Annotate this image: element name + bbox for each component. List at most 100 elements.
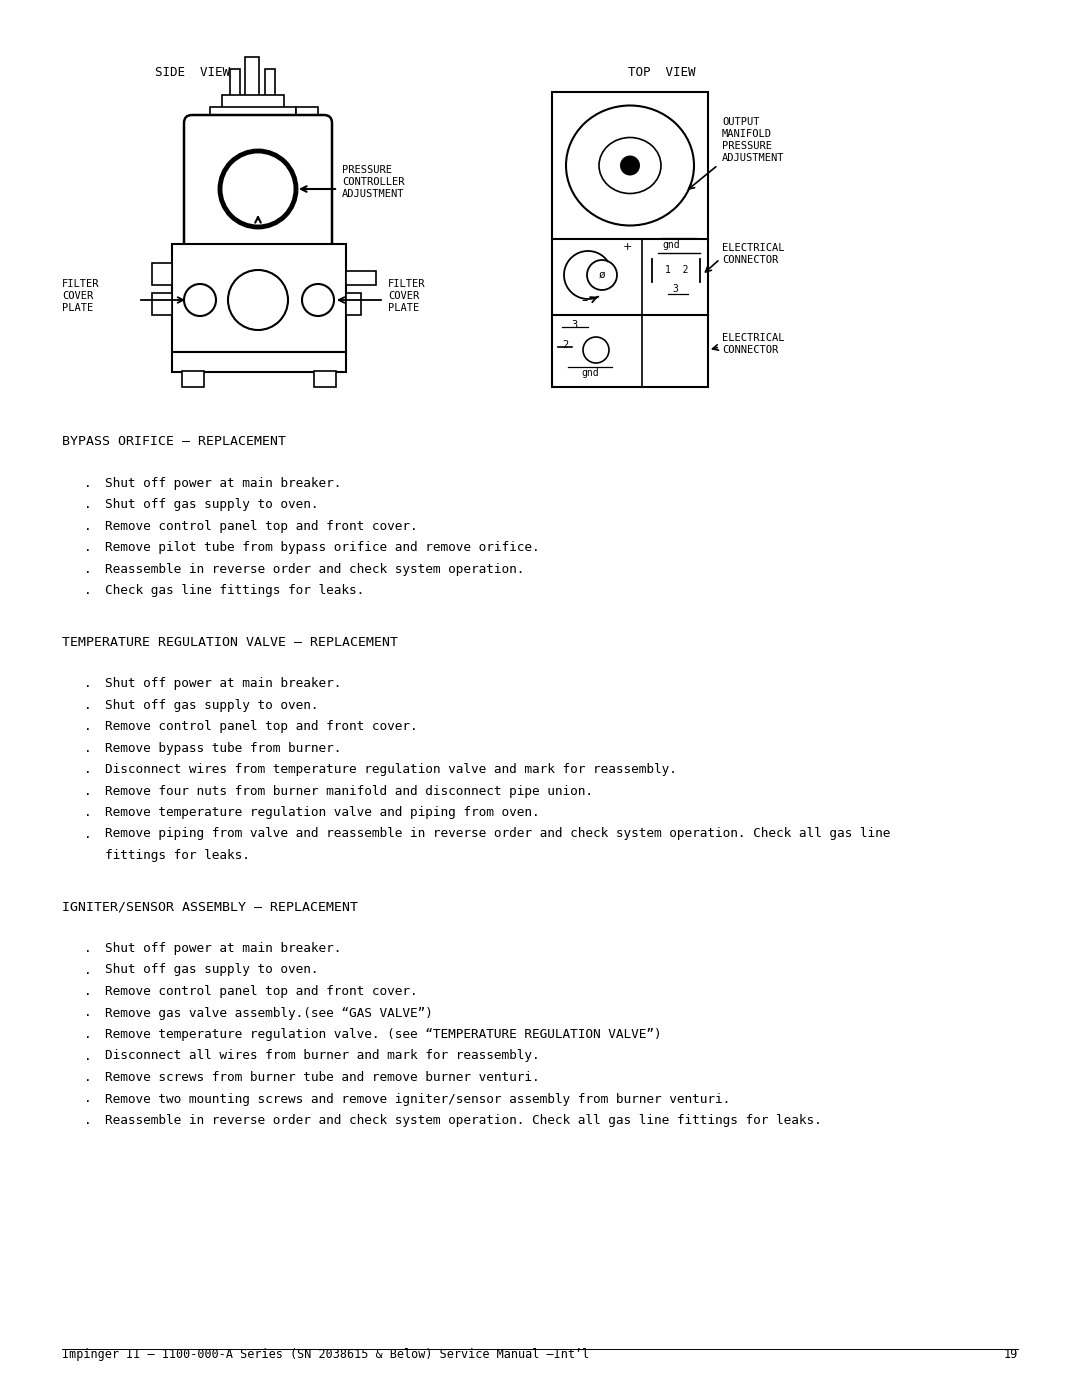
Text: Remove control panel top and front cover.: Remove control panel top and front cover… — [105, 520, 418, 532]
Text: +: + — [622, 242, 632, 251]
Text: gnd: gnd — [581, 367, 598, 379]
Text: 3: 3 — [672, 284, 678, 293]
Text: Remove piping from valve and reassemble in reverse order and check system operat: Remove piping from valve and reassemble … — [105, 827, 890, 841]
Circle shape — [302, 284, 334, 316]
Text: .: . — [84, 541, 92, 555]
Bar — [552, 92, 708, 387]
Text: FILTER: FILTER — [62, 279, 99, 289]
Text: Disconnect wires from temperature regulation valve and mark for reassembly.: Disconnect wires from temperature regula… — [105, 763, 677, 775]
Text: ELECTRICAL: ELECTRICAL — [723, 243, 784, 253]
Bar — [314, 372, 336, 387]
Text: .: . — [84, 742, 92, 754]
Text: PLATE: PLATE — [62, 303, 93, 313]
Text: BYPASS ORIFICE – REPLACEMENT: BYPASS ORIFICE – REPLACEMENT — [62, 434, 286, 448]
Text: .: . — [84, 698, 92, 711]
Bar — [265, 68, 275, 96]
Text: .: . — [84, 785, 92, 798]
Text: .: . — [84, 763, 92, 775]
Text: Remove bypass tube from burner.: Remove bypass tube from burner. — [105, 742, 341, 754]
Text: Remove four nuts from burner manifold and disconnect pipe union.: Remove four nuts from burner manifold an… — [105, 785, 593, 798]
Text: –: – — [582, 295, 589, 307]
Text: PRESSURE: PRESSURE — [342, 165, 392, 175]
Text: Shut off power at main breaker.: Shut off power at main breaker. — [105, 942, 341, 956]
Text: MANIFOLD: MANIFOLD — [723, 129, 772, 138]
Text: .: . — [84, 1071, 92, 1084]
Text: PRESSURE: PRESSURE — [723, 141, 772, 151]
Text: 3: 3 — [571, 320, 577, 330]
Text: .: . — [84, 1049, 92, 1063]
Text: .: . — [84, 1006, 92, 1020]
Text: ø: ø — [598, 270, 606, 279]
Text: FILTER: FILTER — [388, 279, 426, 289]
Circle shape — [184, 284, 216, 316]
Text: .: . — [84, 1028, 92, 1041]
Text: CONNECTOR: CONNECTOR — [723, 345, 779, 355]
Circle shape — [228, 270, 288, 330]
Bar — [346, 271, 376, 285]
Text: CONNECTOR: CONNECTOR — [723, 256, 779, 265]
Text: .: . — [84, 563, 92, 576]
Circle shape — [588, 260, 617, 291]
Text: TEMPERATURE REGULATION VALVE – REPLACEMENT: TEMPERATURE REGULATION VALVE – REPLACEME… — [62, 636, 399, 648]
Text: Remove temperature regulation valve and piping from oven.: Remove temperature regulation valve and … — [105, 806, 540, 819]
Text: Remove control panel top and front cover.: Remove control panel top and front cover… — [105, 985, 418, 997]
Text: Remove screws from burner tube and remove burner venturi.: Remove screws from burner tube and remov… — [105, 1071, 540, 1084]
Bar — [152, 293, 172, 314]
Text: Disconnect all wires from burner and mark for reassembly.: Disconnect all wires from burner and mar… — [105, 1049, 540, 1063]
Ellipse shape — [599, 137, 661, 194]
Text: ADJUSTMENT: ADJUSTMENT — [723, 154, 784, 163]
Text: 19: 19 — [1003, 1348, 1018, 1361]
Text: Remove control panel top and front cover.: Remove control panel top and front cover… — [105, 719, 418, 733]
Text: Remove pilot tube from bypass orifice and remove orifice.: Remove pilot tube from bypass orifice an… — [105, 541, 540, 555]
Bar — [346, 293, 361, 314]
Text: PLATE: PLATE — [388, 303, 419, 313]
Text: Remove gas valve assembly.(see “GAS VALVE”): Remove gas valve assembly.(see “GAS VALV… — [105, 1006, 433, 1020]
Text: 2: 2 — [562, 339, 568, 351]
Bar — [222, 95, 284, 109]
Text: Remove two mounting screws and remove igniter/sensor assembly from burner ventur: Remove two mounting screws and remove ig… — [105, 1092, 730, 1105]
Bar — [172, 352, 346, 372]
Text: .: . — [84, 827, 92, 841]
Text: Shut off gas supply to oven.: Shut off gas supply to oven. — [105, 497, 319, 511]
Text: COVER: COVER — [388, 291, 419, 300]
Ellipse shape — [566, 106, 694, 225]
Text: Shut off gas supply to oven.: Shut off gas supply to oven. — [105, 698, 319, 711]
Bar — [172, 244, 346, 352]
Bar — [152, 263, 172, 285]
Text: SIDE  VIEW: SIDE VIEW — [156, 66, 230, 80]
Text: .: . — [84, 806, 92, 819]
Circle shape — [620, 155, 640, 176]
Text: fittings for leaks.: fittings for leaks. — [105, 849, 249, 862]
Text: .: . — [84, 985, 92, 997]
Bar — [183, 372, 204, 387]
Text: Shut off power at main breaker.: Shut off power at main breaker. — [105, 678, 341, 690]
Text: .: . — [84, 1092, 92, 1105]
Text: Impinger II – 1100-000-A Series (SN 2038615 & Below) Service Manual –Int’l: Impinger II – 1100-000-A Series (SN 2038… — [62, 1348, 590, 1361]
Text: .: . — [84, 520, 92, 532]
Text: Reassemble in reverse order and check system operation. Check all gas line fitti: Reassemble in reverse order and check sy… — [105, 1113, 822, 1127]
Text: .: . — [84, 678, 92, 690]
Text: .: . — [84, 964, 92, 977]
Bar — [230, 68, 240, 96]
Text: Shut off gas supply to oven.: Shut off gas supply to oven. — [105, 964, 319, 977]
Text: Remove temperature regulation valve. (see “TEMPERATURE REGULATION VALVE”): Remove temperature regulation valve. (se… — [105, 1028, 662, 1041]
FancyBboxPatch shape — [184, 115, 332, 253]
Text: .: . — [84, 584, 92, 597]
Bar — [245, 57, 259, 96]
Text: IGNITER/SENSOR ASSEMBLY – REPLACEMENT: IGNITER/SENSOR ASSEMBLY – REPLACEMENT — [62, 901, 357, 914]
Text: Check gas line fittings for leaks.: Check gas line fittings for leaks. — [105, 584, 364, 597]
Circle shape — [220, 151, 296, 226]
Text: 1  2: 1 2 — [665, 265, 689, 275]
Text: Reassemble in reverse order and check system operation.: Reassemble in reverse order and check sy… — [105, 563, 525, 576]
Bar — [296, 108, 318, 124]
Text: OUTPUT: OUTPUT — [723, 117, 759, 127]
Text: gnd: gnd — [662, 240, 679, 250]
Text: .: . — [84, 942, 92, 956]
Text: ELECTRICAL: ELECTRICAL — [723, 332, 784, 344]
Text: .: . — [84, 497, 92, 511]
Text: CONTROLLER: CONTROLLER — [342, 177, 405, 187]
Text: TOP  VIEW: TOP VIEW — [627, 66, 696, 80]
Bar — [210, 108, 296, 124]
Text: .: . — [84, 476, 92, 489]
Text: ADJUSTMENT: ADJUSTMENT — [342, 189, 405, 198]
